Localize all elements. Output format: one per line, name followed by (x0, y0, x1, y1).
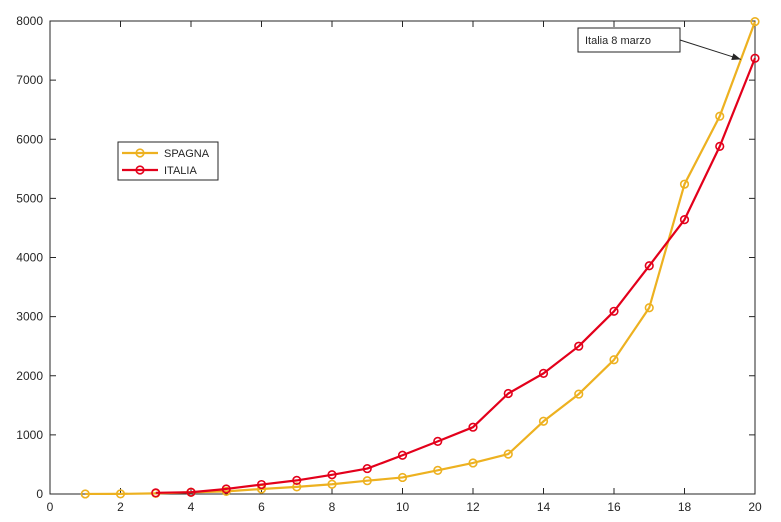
legend-label: SPAGNA (164, 148, 210, 160)
x-tick-label: 12 (466, 500, 480, 514)
data-point-italia (151, 488, 161, 498)
data-point-spagna (468, 458, 478, 468)
data-point-spagna (644, 303, 654, 313)
x-tick-label: 2 (117, 500, 124, 514)
x-tick-label: 0 (47, 500, 54, 514)
y-tick-label: 2000 (16, 369, 43, 383)
y-tick-label: 3000 (16, 310, 43, 324)
data-point-spagna (503, 449, 513, 459)
legend-swatch-marker (135, 148, 145, 158)
data-point-italia (468, 422, 478, 432)
data-point-spagna (115, 489, 126, 499)
data-point-spagna (327, 479, 337, 489)
y-tick-label: 4000 (16, 251, 43, 265)
data-point-spagna (292, 482, 302, 492)
data-point-italia (644, 261, 654, 271)
annotation: Italia 8 marzo (577, 27, 742, 61)
data-point-spagna (750, 16, 760, 27)
series-line-italia (155, 57, 757, 494)
data-point-italia (397, 450, 408, 460)
legend-item-italia: ITALIA (122, 165, 197, 177)
data-point-spagna (574, 389, 584, 399)
data-point-italia (256, 479, 267, 490)
data-point-spagna (679, 179, 690, 189)
x-tick-label: 6 (258, 500, 265, 514)
legend-layer: SPAGNA ITALIA (117, 141, 219, 181)
series-italia (151, 53, 760, 498)
data-point-italia (574, 341, 584, 351)
y-tick-label: 1000 (16, 428, 43, 442)
data-point-spagna (715, 111, 725, 121)
annotation-arrow-head (731, 53, 741, 61)
data-point-italia (750, 53, 760, 63)
data-point-italia (186, 487, 196, 497)
data-point-spagna (362, 476, 372, 486)
data-point-italia (433, 436, 443, 446)
data-point-italia (609, 306, 619, 316)
data-point-italia (221, 484, 231, 494)
data-point-spagna (397, 472, 408, 483)
plot-area (49, 20, 756, 495)
x-tick-label: 10 (396, 500, 410, 514)
data-point-italia (362, 463, 372, 474)
y-tick-label: 0 (36, 487, 43, 501)
data-point-italia (715, 141, 725, 151)
y-tick-label: 7000 (16, 73, 43, 87)
legend-swatch-marker (135, 165, 145, 175)
x-tick-label: 18 (678, 500, 692, 514)
y-tick-label: 5000 (16, 191, 43, 205)
x-tick-label: 16 (607, 500, 621, 514)
annotation-text: Italia 8 marzo (585, 35, 651, 47)
data-point-italia (538, 368, 549, 378)
data-point-spagna (80, 489, 90, 499)
legend: SPAGNA ITALIA (117, 141, 219, 181)
y-tick-label: 8000 (16, 14, 43, 28)
legend-box (117, 141, 219, 181)
annotation-box (577, 27, 681, 53)
axes-layer: 0 2 4 6 8 10 12 14 16 18 20 0 1000 2000 3000 4000 5000 60… (16, 14, 762, 514)
data-point-spagna (609, 355, 619, 365)
x-tick-label: 14 (537, 500, 551, 514)
data-point-italia (327, 470, 337, 480)
y-tick-label: 6000 (16, 132, 43, 146)
data-point-spagna (433, 465, 443, 475)
data-point-italia (292, 475, 302, 486)
annotation-layer: Italia 8 marzo (577, 27, 742, 61)
legend-item-spagna: SPAGNA (122, 148, 210, 160)
annotation-arrow-line (679, 39, 742, 60)
data-point-italia (679, 215, 690, 225)
data-point-italia (503, 388, 513, 399)
legend-label: ITALIA (164, 165, 197, 177)
series-layer (80, 16, 760, 499)
data-point-spagna (538, 416, 549, 426)
x-tick-label: 20 (748, 500, 762, 514)
x-tick-label: 8 (329, 500, 336, 514)
x-tick-label: 4 (188, 500, 195, 514)
